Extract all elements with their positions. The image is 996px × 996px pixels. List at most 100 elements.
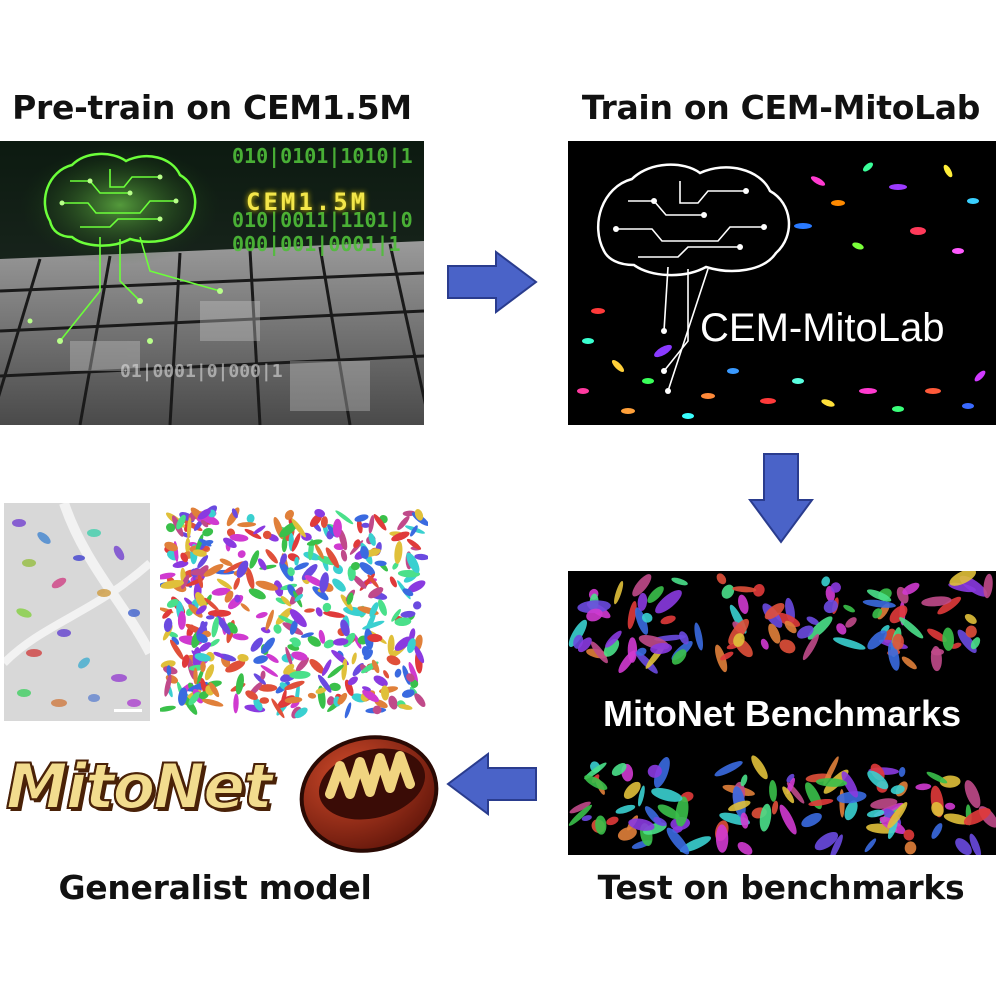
mito-shape <box>890 785 905 795</box>
mito-shape <box>260 670 266 680</box>
mito-shape <box>372 705 382 715</box>
mito-shape <box>344 679 354 696</box>
mito-shape <box>199 642 212 652</box>
mito-shape <box>291 532 301 552</box>
mito-shape <box>660 615 676 625</box>
mito-shape <box>949 571 976 586</box>
mito-shape <box>371 659 380 674</box>
ai-brain-icon <box>20 145 223 344</box>
mito-shape <box>304 608 315 613</box>
mito-shape <box>351 652 357 665</box>
mito-shape <box>927 628 947 642</box>
mito-shape <box>289 609 307 628</box>
mito-shape <box>740 812 749 829</box>
mito-shape <box>611 763 627 776</box>
mito-shape <box>786 777 795 795</box>
mito-shape <box>176 514 186 530</box>
mito-shape <box>944 802 956 810</box>
mito-shape <box>284 509 295 520</box>
mito-shape <box>939 775 961 788</box>
mito-shape <box>224 590 234 603</box>
3d-reconstruction-panel <box>160 505 428 721</box>
mito-shape <box>779 804 797 835</box>
mito-shape <box>255 612 268 619</box>
mito-shape <box>802 633 819 661</box>
generalist-heading: Generalist model <box>58 868 372 907</box>
mito-shape <box>830 834 843 855</box>
mito-shape <box>394 617 412 627</box>
mito-shape <box>359 562 375 576</box>
mito-shape <box>194 653 211 662</box>
mito-shape <box>346 592 354 605</box>
mito-shape <box>931 801 944 817</box>
mito-shape <box>926 771 948 784</box>
mito-shape <box>844 800 858 821</box>
mito-shape <box>764 602 785 620</box>
mito-shape <box>294 594 304 602</box>
mito-shape <box>323 639 335 649</box>
mito-shape <box>807 616 833 640</box>
mito-shape <box>815 778 848 787</box>
mito-shape <box>577 637 592 653</box>
mito-shape <box>408 662 419 684</box>
mito-shape <box>237 550 246 558</box>
mito-shape <box>183 696 198 715</box>
mito-shape <box>265 609 274 631</box>
mito-shape <box>373 514 387 531</box>
mito-shape <box>694 622 703 651</box>
mito-shape <box>309 659 325 674</box>
mito-shape <box>653 756 670 788</box>
mito-shape <box>163 618 173 632</box>
mito-shape <box>318 629 326 644</box>
mito-shape <box>321 659 332 676</box>
mito-shape <box>160 705 176 712</box>
mito-shape <box>614 580 624 605</box>
mito-shape <box>197 574 204 589</box>
mito-shape <box>240 603 250 612</box>
mito-shape <box>209 638 220 647</box>
mito-shape <box>392 562 399 570</box>
mito-shape <box>223 537 237 549</box>
mito-shape <box>353 633 362 649</box>
mito-shape <box>606 816 619 826</box>
mito-shape <box>211 616 219 638</box>
mito-shape <box>768 623 781 644</box>
mito-shape <box>373 675 388 687</box>
mito-shape <box>367 633 383 643</box>
mito-shape <box>733 633 745 647</box>
mito-shape <box>223 561 245 574</box>
mito-shape <box>887 801 908 829</box>
mito-shape <box>400 610 416 618</box>
mito-shape <box>657 804 680 819</box>
mito-shape <box>901 656 917 670</box>
mito-shape <box>216 578 233 590</box>
cem-mitolab-label: CEM-MitoLab <box>700 306 945 350</box>
mito-shape <box>931 648 944 656</box>
mito-shape <box>196 633 208 643</box>
mito-shape <box>164 541 178 552</box>
mito-shape <box>887 642 900 671</box>
mito-shape <box>280 689 287 708</box>
mito-shape <box>360 545 369 560</box>
mito-shape <box>294 707 308 719</box>
ai-brain-icon <box>596 163 791 394</box>
mito-shape <box>397 515 410 531</box>
mito-shape <box>352 575 367 589</box>
mito-shape <box>323 611 345 618</box>
mito-shape <box>402 588 414 597</box>
mito-shape <box>284 696 303 704</box>
mito-shape <box>635 651 658 674</box>
mito-shape <box>386 655 401 666</box>
mito-shape <box>250 637 264 652</box>
mito-shape <box>246 514 255 523</box>
mito-shape <box>369 602 379 618</box>
mito-shape <box>291 518 306 538</box>
mito-shape <box>637 785 645 807</box>
mito-shape <box>172 560 189 568</box>
mito-shape <box>255 580 279 591</box>
mito-shape <box>257 558 267 571</box>
mito-shape <box>317 674 332 693</box>
mito-shape <box>244 528 262 540</box>
mito-shape <box>291 651 308 661</box>
mito-shape <box>738 594 749 614</box>
